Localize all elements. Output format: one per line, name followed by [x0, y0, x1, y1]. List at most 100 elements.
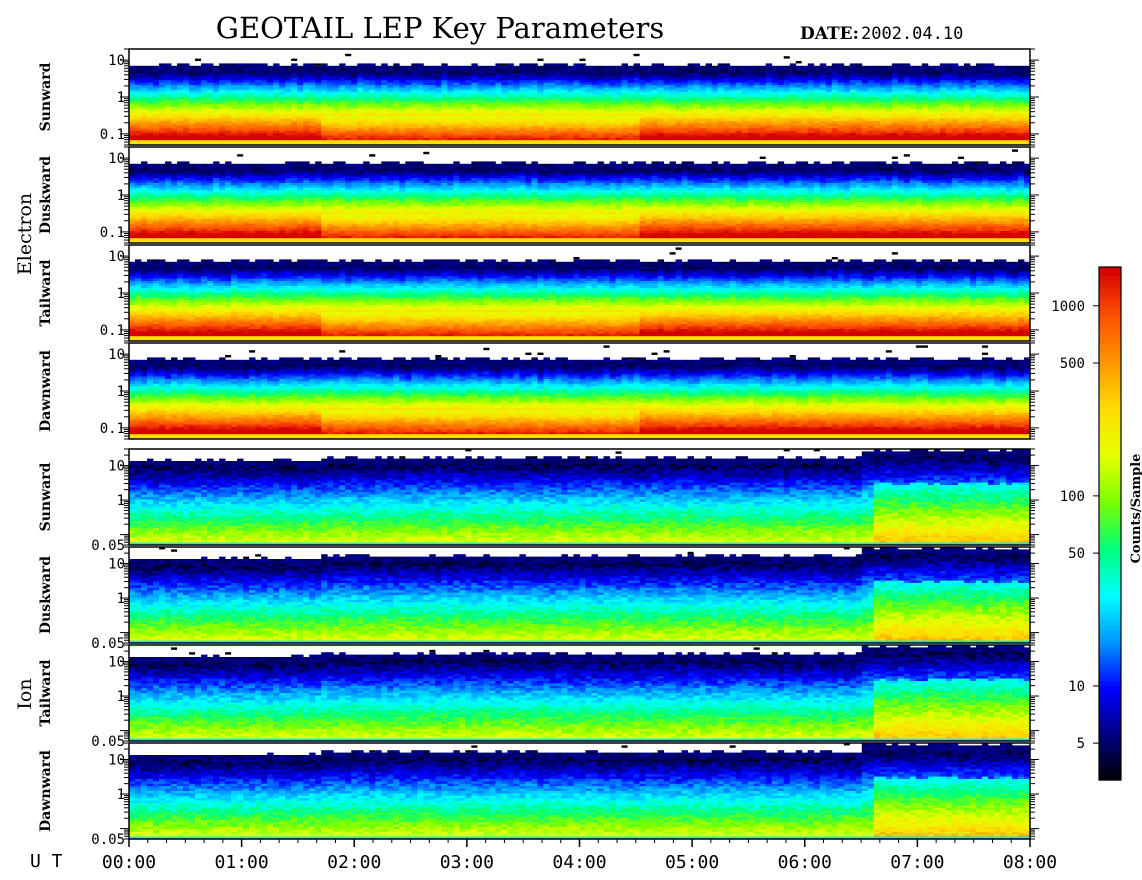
panel-label: Dawnward	[38, 350, 54, 432]
colorbar-segment	[1099, 630, 1121, 636]
colorbar-segment	[1099, 502, 1121, 507]
colorbar-segment	[1099, 707, 1121, 713]
colorbar-segment	[1099, 638, 1121, 644]
colorbar-segment	[1099, 420, 1121, 426]
colorbar-segment	[1099, 267, 1121, 272]
colorbar-segment	[1099, 771, 1121, 777]
colorbar-segment	[1099, 762, 1121, 768]
colorbar-segment	[1099, 685, 1121, 691]
colorbar-segment	[1099, 591, 1121, 597]
colorbar-segment	[1099, 425, 1121, 431]
colorbar-segment	[1099, 634, 1121, 640]
colorbar-segment	[1099, 732, 1121, 738]
panel-electron-tailward: 10 1 0.1 Tailward	[38, 244, 1039, 342]
colorbar-segment	[1099, 643, 1121, 649]
group-label-ion: Ion	[14, 678, 36, 709]
y-tick-label: 1	[117, 90, 125, 106]
panel-label: Sunward	[38, 62, 54, 131]
colorbar-segment	[1099, 656, 1121, 661]
colorbar-segment	[1099, 557, 1121, 563]
colorbar-segment	[1099, 549, 1121, 555]
y-tick-label: 10	[108, 53, 125, 69]
colorbar-segment	[1099, 690, 1121, 696]
colorbar-segment	[1099, 365, 1121, 371]
colorbar-segment	[1099, 343, 1121, 349]
colorbar-segment	[1099, 348, 1121, 354]
colorbar-segment	[1099, 617, 1121, 623]
colorbar-segment	[1099, 673, 1121, 678]
colorbar-segment	[1099, 429, 1121, 435]
panel-label: Dawnward	[38, 750, 54, 832]
colorbar-segment	[1099, 326, 1121, 332]
colorbar-segment	[1099, 288, 1121, 294]
panel-ion-dawnward: 10 1 0.05 Dawnward	[38, 742, 1039, 848]
panel-ion-tailward: 10 1 0.05 Tailward	[38, 644, 1039, 750]
colorbar-segment	[1099, 472, 1121, 478]
colorbar-segment	[1099, 737, 1121, 743]
time-axis: 00:00 01:00 02:00 03:00 04:00 05:00 06:00 07:00…	[102, 839, 1057, 873]
colorbar-segment	[1099, 570, 1121, 576]
panel-label: Sunward	[38, 462, 54, 531]
y-tick-label: 0.1	[100, 127, 125, 143]
x-tick-label: 06:00	[778, 852, 832, 873]
y-tick-label: 10	[108, 249, 125, 265]
y-tick-label: 0.05	[91, 636, 125, 652]
colorbar-segment	[1099, 373, 1121, 379]
colorbar-segment	[1099, 361, 1121, 366]
colorbar-segment	[1099, 660, 1121, 666]
colorbar-segment	[1099, 540, 1121, 546]
colorbar-segment	[1099, 506, 1121, 512]
colorbar-segment	[1099, 369, 1121, 375]
colorbar-segment	[1099, 574, 1121, 580]
colorbar-segment	[1099, 703, 1121, 708]
colorbar-segment	[1099, 305, 1121, 311]
panel-label: Duskward	[38, 556, 54, 634]
colorbar-segment	[1099, 271, 1121, 277]
colorbar-segment	[1099, 621, 1121, 627]
x-tick-label: 02:00	[327, 852, 381, 873]
colorbar-segment	[1099, 510, 1121, 516]
colorbar-segment	[1099, 544, 1121, 550]
colorbar-segment	[1099, 587, 1121, 593]
chart-title: GEOTAIL LEP Key Parameters	[216, 11, 664, 45]
colorbar-segment	[1099, 626, 1121, 631]
y-tick-label: 1	[117, 384, 125, 400]
colorbar-segment	[1099, 314, 1121, 319]
x-tick-label: 05:00	[665, 852, 719, 873]
colorbar-segment	[1099, 378, 1121, 384]
colorbar-segment	[1099, 596, 1121, 602]
colorbar-segment	[1099, 745, 1121, 751]
colorbar-segment	[1099, 275, 1121, 281]
x-tick-label: 07:00	[890, 852, 944, 873]
y-tick-label: 0.05	[91, 832, 125, 848]
colorbar-tick-label: 10	[1068, 679, 1085, 695]
panel-electron-duskward: 10 1 0.1 Duskward	[38, 146, 1039, 244]
colorbar-segment	[1099, 386, 1121, 392]
y-tick-label: 10	[108, 752, 125, 768]
colorbar-segment	[1099, 450, 1121, 456]
colorbar-segment	[1099, 775, 1121, 781]
colorbar-segment	[1099, 480, 1121, 486]
colorbar-segment	[1099, 322, 1121, 328]
colorbar-segment	[1099, 754, 1121, 760]
y-tick-label: 1	[117, 787, 125, 803]
colorbar-segment	[1099, 467, 1121, 473]
colorbar-segment	[1099, 438, 1121, 443]
colorbar-segment	[1099, 463, 1121, 469]
colorbar-segment	[1099, 681, 1121, 687]
colorbar-segment	[1099, 583, 1121, 589]
x-tick-label: 01:00	[215, 852, 269, 873]
colorbar-segment	[1099, 664, 1121, 670]
colorbar-segment	[1099, 301, 1121, 307]
y-tick-label: 1	[117, 591, 125, 607]
colorbar-segment	[1099, 399, 1121, 405]
colorbar-segment	[1099, 677, 1121, 683]
colorbar-segment	[1099, 497, 1121, 503]
colorbar-segment	[1099, 390, 1121, 396]
colorbar-segment	[1099, 758, 1121, 764]
colorbar-segment	[1099, 446, 1121, 452]
colorbar-segment	[1099, 485, 1121, 490]
panel-label: Duskward	[38, 156, 54, 234]
colorbar-segment	[1099, 416, 1121, 422]
colorbar-segment	[1099, 668, 1121, 674]
